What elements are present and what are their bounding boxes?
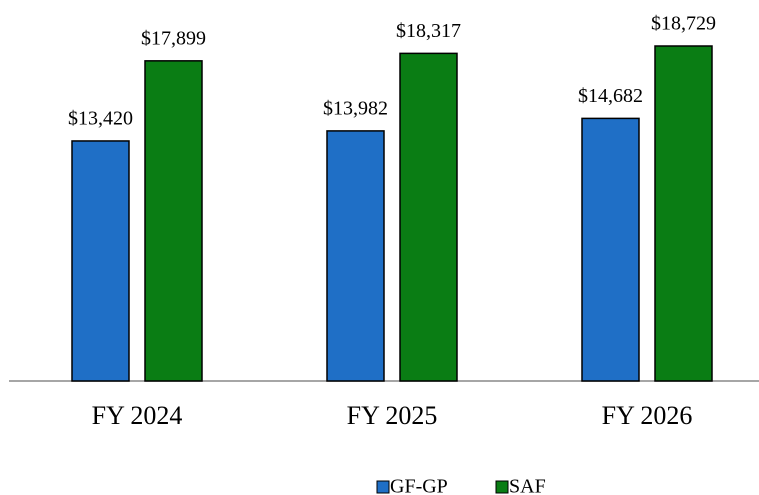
bar: [581, 117, 640, 382]
value-label: $13,982: [323, 98, 388, 120]
x-tick-label: FY 2025: [347, 401, 438, 430]
value-label: $18,729: [651, 13, 716, 35]
legend-swatch: [376, 480, 390, 494]
value-label: $14,682: [578, 85, 643, 107]
legend-label: GF-GP: [390, 476, 448, 495]
bar: [399, 52, 458, 382]
legend-label: SAF: [509, 476, 546, 495]
value-label: $13,420: [68, 108, 133, 130]
value-label: $18,317: [396, 20, 461, 42]
x-tick-label: FY 2026: [602, 401, 693, 430]
bar: [144, 60, 203, 382]
x-tick-label: FY 2024: [92, 401, 183, 430]
value-label: $17,899: [141, 27, 206, 49]
bar: [71, 140, 130, 382]
bar: [326, 130, 385, 382]
bar: [654, 45, 713, 382]
legend-swatch: [495, 480, 509, 494]
